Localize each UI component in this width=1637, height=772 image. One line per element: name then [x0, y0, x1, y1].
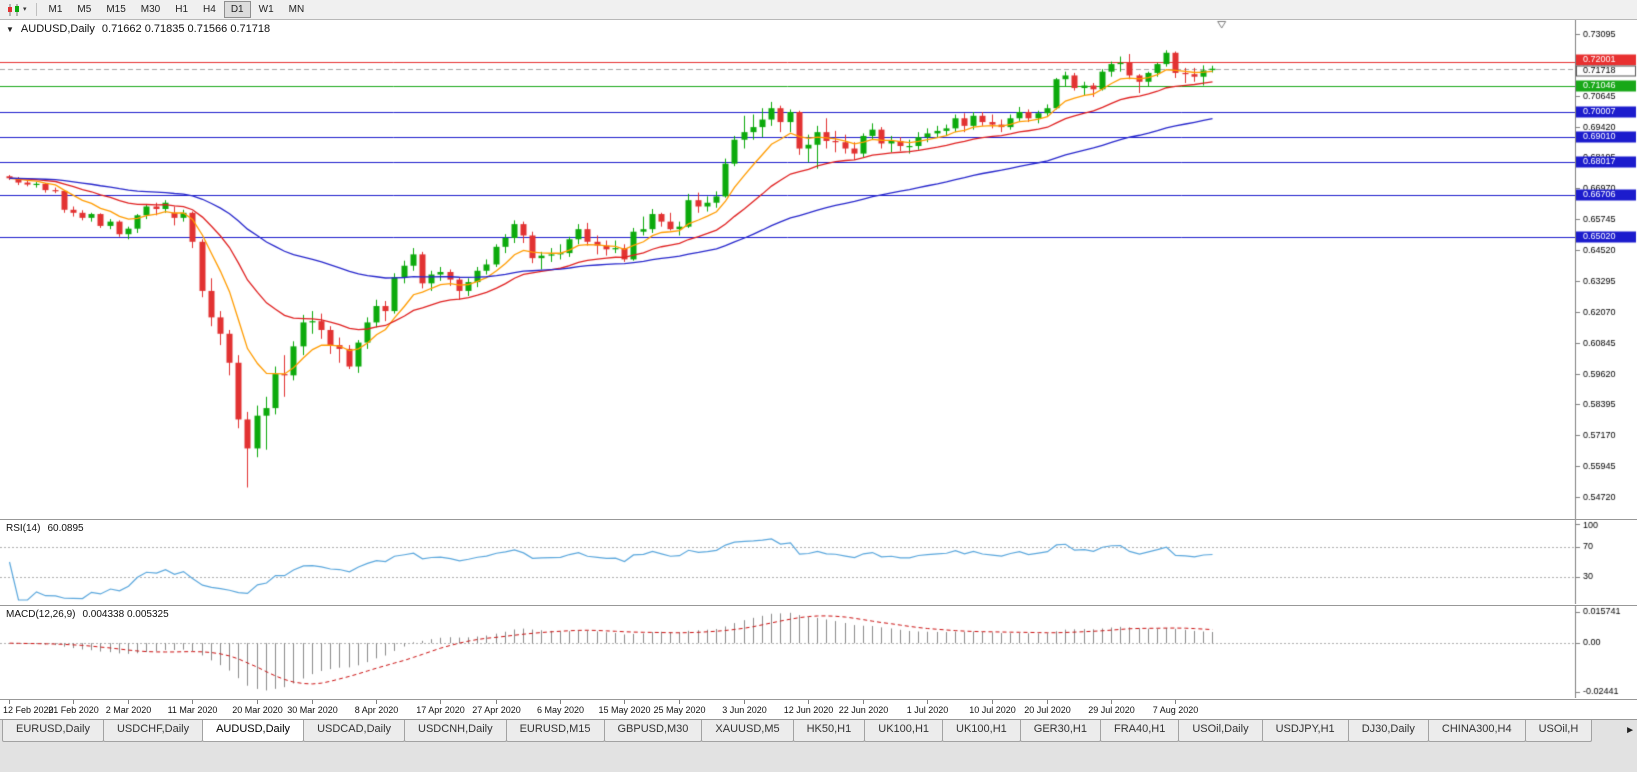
time-axis-date-label: 30 Mar 2020 — [287, 705, 338, 715]
chart-tab-usdcad-daily[interactable]: USDCAD,Daily — [303, 720, 406, 742]
time-axis-date-label: 20 Jul 2020 — [1024, 705, 1071, 715]
rsi-panel: RSI(14) 60.0895 — [0, 519, 1637, 605]
time-axis-date-label: 20 Mar 2020 — [232, 705, 283, 715]
time-axis-date-label: 3 Jun 2020 — [722, 705, 767, 715]
chart-tab-fra40-h1[interactable]: FRA40,H1 — [1099, 720, 1180, 742]
chart-tab-usdchf-daily[interactable]: USDCHF,Daily — [102, 720, 204, 742]
chart-tab-ger30-h1[interactable]: GER30,H1 — [1019, 720, 1101, 742]
time-axis-tick — [192, 700, 193, 704]
price-chart-canvas[interactable] — [0, 20, 1637, 519]
timeframe-button-h1[interactable]: H1 — [168, 1, 195, 18]
timeframe-toolbar: ▾ M1 M5 M15 M30 H1 H4 D1 W1 MN — [0, 0, 1637, 20]
time-axis-tick — [679, 700, 680, 704]
time-axis-date-label: 12 Jun 2020 — [783, 705, 834, 715]
time-axis-date-label: 15 May 2020 — [598, 705, 651, 715]
timeframe-button-h4[interactable]: H4 — [196, 1, 223, 18]
time-axis-date-label: 6 May 2020 — [536, 705, 585, 715]
chart-tab-china300-h4[interactable]: CHINA300,H4 — [1427, 720, 1526, 742]
tab-scroll-right-icon[interactable]: ► — [1625, 725, 1635, 736]
time-axis-date-label: 27 Apr 2020 — [472, 705, 521, 715]
chart-tab-usdjpy-h1[interactable]: USDJPY,H1 — [1261, 720, 1349, 742]
time-axis-tick — [927, 700, 928, 704]
time-axis-tick — [376, 700, 377, 704]
chevron-down-icon: ▾ — [23, 6, 27, 13]
time-axis-tick — [624, 700, 625, 704]
chart-tab-usoil-h[interactable]: USOil,H — [1524, 720, 1593, 742]
timeframe-button-mn[interactable]: MN — [282, 1, 312, 18]
timeframe-button-m5[interactable]: M5 — [70, 1, 98, 18]
timeframe-button-m15[interactable]: M15 — [99, 1, 132, 18]
time-axis-date-label: 1 Jul 2020 — [906, 705, 949, 715]
time-axis-date-label: 10 Jul 2020 — [969, 705, 1016, 715]
chart-tab-audusd-daily[interactable]: AUDUSD,Daily — [202, 720, 305, 742]
time-axis-date-label: 21 Feb 2020 — [48, 705, 99, 715]
timeframe-button-w1[interactable]: W1 — [252, 1, 281, 18]
toolbar-separator — [35, 3, 37, 16]
timeframe-button-m1[interactable]: M1 — [42, 1, 70, 18]
chart-tab-usoil-daily[interactable]: USOil,Daily — [1178, 720, 1263, 742]
time-axis-tick — [312, 700, 313, 704]
time-axis-date-label: 17 Apr 2020 — [416, 705, 465, 715]
chart-tab-gbpusd-m30[interactable]: GBPUSD,M30 — [603, 720, 703, 742]
candlestick-chart-icon — [8, 3, 19, 16]
time-axis-tick — [560, 700, 561, 704]
chart-tab-uk100-h1[interactable]: UK100,H1 — [942, 720, 1021, 742]
chart-tab-bar: EURUSD,Daily USDCHF,Daily AUDUSD,Daily USDC… — [0, 720, 1621, 742]
time-axis-tick — [73, 700, 74, 704]
time-axis-tick — [1111, 700, 1112, 704]
macd-chart-canvas[interactable] — [0, 606, 1637, 698]
timeframe-button-m30[interactable]: M30 — [134, 1, 167, 18]
time-axis-date-label: 22 Jun 2020 — [838, 705, 889, 715]
chart-tab-usdcnh-daily[interactable]: USDCNH,Daily — [404, 720, 507, 742]
time-axis-tick — [863, 700, 864, 704]
main-chart-panel: ▼ AUDUSD,Daily 0.71662 0.71835 0.71566 0… — [0, 20, 1637, 519]
time-axis-tick — [1047, 700, 1048, 704]
time-axis-date-label: 11 Mar 2020 — [167, 705, 218, 715]
time-axis-tick — [440, 700, 441, 704]
time-axis-tick — [992, 700, 993, 704]
time-axis-tick — [9, 700, 10, 704]
time-axis-date-label: 8 Apr 2020 — [354, 705, 399, 715]
time-axis-tick — [128, 700, 129, 704]
time-axis-date-label: 2 Mar 2020 — [105, 705, 152, 715]
time-axis-date-label: 7 Aug 2020 — [1152, 705, 1199, 715]
chart-menu-icon[interactable]: ▼ — [6, 24, 14, 34]
time-axis-tick — [257, 700, 258, 704]
time-axis-tick — [808, 700, 809, 704]
chart-tab-eurusd-daily[interactable]: EURUSD,Daily — [2, 720, 104, 742]
time-axis: 12 Feb 2020 21 Feb 2020 2 Mar 2020 11 Mar 2… — [0, 699, 1637, 719]
chart-tab-eurusd-m15[interactable]: EURUSD,M15 — [505, 720, 605, 742]
chart-tab-bar-wrap: EURUSD,Daily USDCHF,Daily AUDUSD,Daily USDC… — [0, 719, 1637, 772]
rsi-chart-canvas[interactable] — [0, 520, 1637, 604]
macd-panel: MACD(12,26,9) 0.004338 0.005325 — [0, 605, 1637, 699]
time-axis-date-label: 29 Jul 2020 — [1088, 705, 1135, 715]
time-axis-date-label: 12 Feb 2020 — [3, 705, 54, 715]
time-axis-tick — [496, 700, 497, 704]
chart-tab-xauusd-m5[interactable]: XAUUSD,M5 — [701, 720, 794, 742]
time-axis-tick — [1175, 700, 1176, 704]
chart-type-button[interactable]: ▾ — [3, 1, 31, 18]
time-axis-date-label: 25 May 2020 — [653, 705, 706, 715]
time-axis-tick — [744, 700, 745, 704]
timeframe-buttons: M1 M5 M15 M30 H1 H4 D1 W1 MN — [42, 1, 312, 18]
chart-tab-uk100-h1[interactable]: UK100,H1 — [864, 720, 944, 742]
chart-tab-hk50-h1[interactable]: HK50,H1 — [792, 720, 866, 742]
chart-tab-dj30-daily[interactable]: DJ30,Daily — [1347, 720, 1429, 742]
timeframe-button-d1[interactable]: D1 — [223, 1, 251, 18]
